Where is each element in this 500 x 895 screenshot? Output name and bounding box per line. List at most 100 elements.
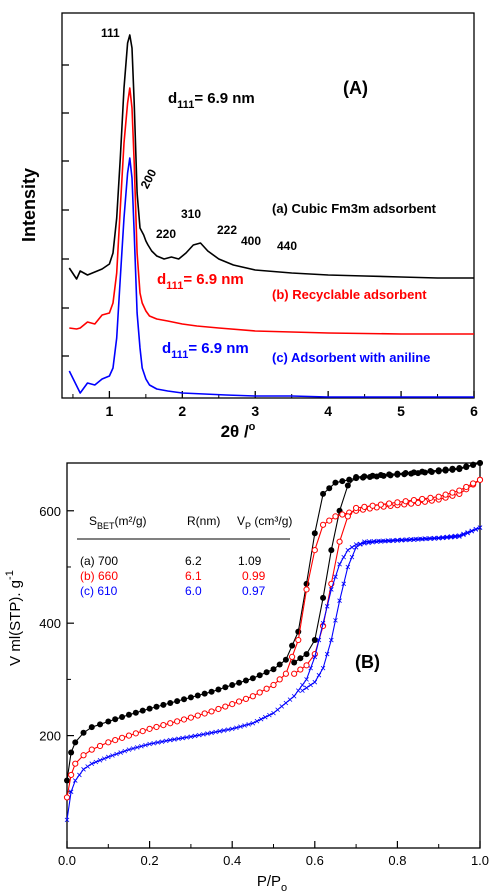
peak-label-310: 310 <box>181 207 201 221</box>
panel-b-point-b <box>386 500 393 507</box>
peak-label-222: 222 <box>217 223 237 237</box>
panel-b-point-c <box>192 733 198 739</box>
panel-b-point-a <box>449 465 456 472</box>
panel-b-point-c <box>422 536 428 541</box>
panel-b-point-c <box>97 758 103 763</box>
panel-b-xlabel-sub: o <box>281 882 287 894</box>
table-row-a-label: (a) 700 <box>80 554 118 568</box>
panel-b-point-c <box>229 726 235 732</box>
panel-b-point-c <box>275 707 280 713</box>
panel-b-point-b <box>394 499 401 506</box>
panel-b-point-b <box>336 538 343 545</box>
panel-b-point-b <box>222 703 229 710</box>
panel-b-point-c <box>110 753 115 758</box>
panel-b-point-c <box>385 538 391 543</box>
panel-b-xtick-label: 1.0 <box>471 853 489 868</box>
panel-b-point-c <box>353 545 359 550</box>
table-row-c-label: (c) 610 <box>80 584 118 598</box>
panel-b-point-b <box>153 723 160 731</box>
panel-b-point-b <box>118 734 126 741</box>
panel-b-point-a <box>132 709 139 716</box>
panel-b-point-a <box>339 478 346 485</box>
panel-b-point-c <box>287 697 293 702</box>
panel-b-point-c <box>404 537 409 542</box>
panel-b-point-c <box>234 725 239 731</box>
panel-b-point-c <box>126 747 132 752</box>
panel-b-point-b <box>410 496 418 504</box>
panel-b-point-a <box>160 701 167 708</box>
panel-a-xtick-label: 3 <box>251 403 259 419</box>
panel-b-point-c <box>93 759 99 765</box>
panel-a-xtick-label: 6 <box>470 403 478 419</box>
panel-b-point-c <box>155 740 161 745</box>
panel-b-point-b <box>96 742 104 750</box>
panel-b-point-c <box>271 710 276 716</box>
panel-b-point-b <box>297 666 304 673</box>
panel-b-point-c <box>176 736 181 742</box>
panel-b-point-b <box>242 695 250 702</box>
panel-b-point-a <box>64 777 70 784</box>
panel-b-point-b <box>456 487 463 494</box>
panel-b-point-b <box>295 636 302 644</box>
peak-label-220: 220 <box>156 227 176 241</box>
panel-b-point-a <box>256 672 263 679</box>
panel-b-point-c <box>436 535 441 541</box>
panel-b-xtick-label: 0.2 <box>141 853 159 868</box>
panel-b-point-b <box>105 739 112 746</box>
panel-b-point-a <box>289 642 296 649</box>
panel-b-point-c <box>452 533 458 539</box>
panel-b-ylabel: V ml(STP). g-1 <box>4 570 24 666</box>
d111-a-sub: 111 <box>177 99 194 111</box>
panel-b-point-b <box>303 586 310 593</box>
panel-b-point-a <box>181 696 188 703</box>
table-header-sbet-sub: BET <box>97 521 115 531</box>
panel-b-point-b <box>187 714 194 721</box>
panel-b-point-b <box>326 517 333 524</box>
panel-a-xtick-label: 2 <box>178 403 186 419</box>
panel-b-point-c <box>225 727 231 732</box>
panel-b-point-a <box>112 716 119 723</box>
panel-b-point-b <box>215 705 222 713</box>
panel-b-point-b <box>88 746 95 753</box>
panel-b-point-c <box>205 731 210 736</box>
table-row-b-r: 6.1 <box>185 569 202 583</box>
panel-a-xlabel-sup: o <box>249 421 256 433</box>
panel-b-point-c <box>337 561 342 567</box>
panel-b-point-c <box>196 732 202 738</box>
panel-b-point-c <box>106 754 111 760</box>
panel-a-series <box>68 34 474 398</box>
panel-b-point-c <box>213 729 218 735</box>
panel-b-point-c <box>316 672 322 678</box>
panel-b-point-b <box>235 698 243 705</box>
legend-a: (a) Cubic Fm3m adsorbent <box>272 201 437 216</box>
panel-b-point-b <box>80 752 87 759</box>
panel-b-point-c <box>167 737 173 743</box>
panel-b-point-a <box>194 692 201 699</box>
panel-b-point-a <box>270 666 277 673</box>
panel-b-point-c <box>444 534 450 540</box>
panel-b-point-c <box>427 535 432 541</box>
panel-a-frame <box>61 12 475 399</box>
peak-label-111: 111 <box>101 26 120 40</box>
panel-b-point-c <box>267 712 272 718</box>
panel-b-xtick-label: 0.6 <box>306 853 324 868</box>
panel-b-point-c <box>180 735 185 741</box>
panel-b-point-a <box>282 656 289 663</box>
table-row-b-label: (b) 660 <box>80 569 118 583</box>
panel-b-point-b <box>146 725 153 732</box>
panel-b-point-c <box>283 700 289 706</box>
panel-b-point-c <box>345 564 351 570</box>
panel-b-point-b <box>270 681 277 689</box>
panel-b-point-a <box>303 651 310 658</box>
panel-b-point-c <box>440 535 446 540</box>
d111-b-sub: 111 <box>166 280 183 292</box>
panel-b-point-a <box>72 739 79 746</box>
panel-b-point-a <box>353 474 360 481</box>
panel-b-point-a <box>105 718 112 725</box>
d111-a-prefix: d <box>168 90 177 107</box>
panel-b-point-c <box>366 539 372 544</box>
panel-b-point-b <box>339 511 346 518</box>
panel-b-xtick-label: 0.0 <box>58 853 76 868</box>
panel-b-point-c <box>390 537 395 543</box>
